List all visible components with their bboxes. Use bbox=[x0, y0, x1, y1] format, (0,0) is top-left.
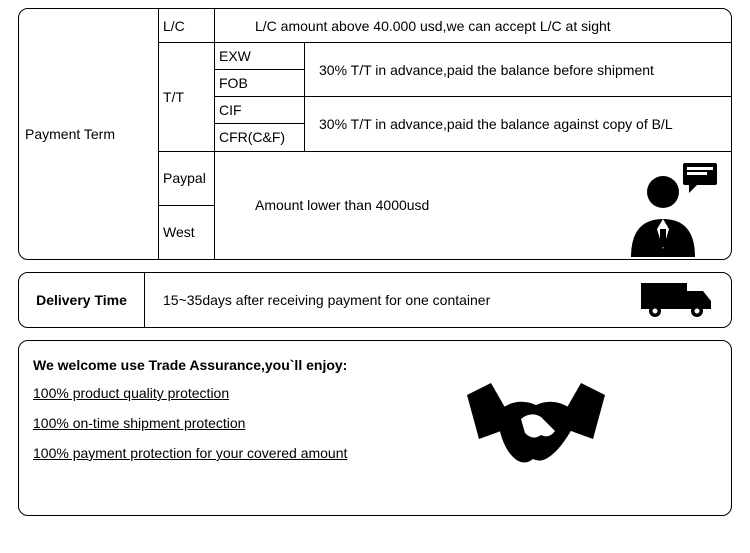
tt-term-fob: FOB bbox=[215, 70, 304, 97]
assurance-item-2: 100% on-time shipment protection bbox=[33, 415, 717, 431]
trade-assurance-box: We welcome use Trade Assurance,you`ll en… bbox=[18, 340, 732, 516]
lc-description: L/C amount above 40.000 usd,we can accep… bbox=[215, 9, 731, 42]
paypal-cell: Paypal bbox=[159, 152, 214, 206]
tt-content: EXW FOB CIF CFR(C&F) 30% T/T in advance,… bbox=[215, 43, 731, 151]
paypal-west-methods: Paypal West bbox=[159, 152, 215, 260]
lc-row: L/C L/C amount above 40.000 usd,we can a… bbox=[159, 9, 731, 43]
tt-terms-col: EXW FOB CIF CFR(C&F) bbox=[215, 43, 305, 151]
tt-term-cif: CIF bbox=[215, 97, 304, 124]
payment-term-label: Payment Term bbox=[19, 9, 159, 259]
lc-method-cell: L/C bbox=[159, 9, 215, 42]
payment-term-box: Payment Term L/C L/C amount above 40.000… bbox=[18, 8, 732, 260]
delivery-time-text: 15~35days after receiving payment for on… bbox=[145, 292, 639, 308]
tt-method-cell: T/T bbox=[159, 43, 215, 151]
assurance-item-3: 100% payment protection for your covered… bbox=[33, 445, 717, 461]
tt-desc-2: 30% T/T in advance,paid the balance agai… bbox=[305, 97, 731, 150]
tt-term-cfr: CFR(C&F) bbox=[215, 124, 304, 150]
tt-desc-1: 30% T/T in advance,paid the balance befo… bbox=[305, 43, 731, 97]
truck-icon bbox=[639, 279, 719, 321]
tt-term-exw: EXW bbox=[215, 43, 304, 70]
assurance-item-1: 100% product quality protection bbox=[33, 385, 717, 401]
support-agent-icon bbox=[621, 157, 721, 257]
tt-row: T/T EXW FOB CIF CFR(C&F) 30% T/T in adva… bbox=[159, 43, 731, 152]
assurance-title: We welcome use Trade Assurance,you`ll en… bbox=[33, 357, 717, 373]
delivery-time-box: Delivery Time 15~35days after receiving … bbox=[18, 272, 732, 328]
tt-desc-col: 30% T/T in advance,paid the balance befo… bbox=[305, 43, 731, 151]
delivery-time-label: Delivery Time bbox=[19, 273, 145, 327]
handshake-icon bbox=[461, 361, 611, 491]
west-cell: West bbox=[159, 206, 214, 259]
